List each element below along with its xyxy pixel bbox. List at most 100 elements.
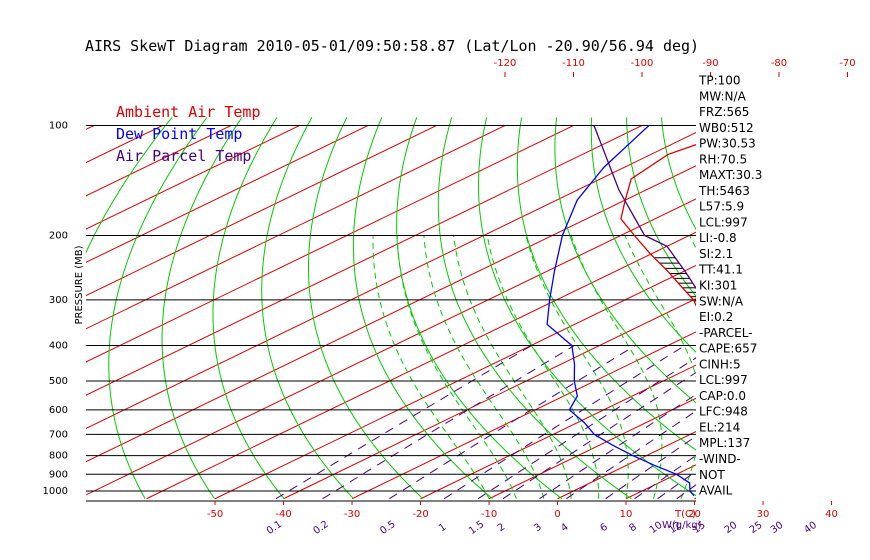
- mixing-ratio-line: [605, 435, 696, 500]
- legend: Ambient Air Temp Dew Point Temp Air Parc…: [116, 103, 261, 165]
- stability-index: WB0:512: [699, 121, 754, 135]
- mixing-ratio-unit-label: W(g/kg): [662, 520, 702, 531]
- stability-index: -PARCEL-: [699, 326, 753, 340]
- top-temp-tick-label: -120: [494, 58, 517, 69]
- legend-ambient-air-temp: Ambient Air Temp: [116, 103, 261, 121]
- top-temp-tick-label: -110: [562, 58, 585, 69]
- bottom-temp-tick-label: 30: [757, 509, 770, 520]
- dry-adiabat-line: [108, 117, 208, 499]
- mixing-ratio-line: [322, 345, 575, 500]
- stability-index: CAP:0.0: [699, 389, 746, 403]
- bottom-temp-tick-label: 40: [825, 509, 838, 520]
- isotherm-line: [86, 125, 643, 396]
- pressure-tick-label: 100: [49, 121, 68, 132]
- dry-adiabat-line: [661, 117, 696, 231]
- stability-index: SW:N/A: [699, 294, 744, 308]
- moist-adiabat-line: [790, 236, 870, 499]
- moist-adiabat-line: [763, 236, 865, 499]
- dry-adiabat-line: [261, 117, 354, 500]
- stability-index: KI:301: [699, 279, 737, 293]
- isotherm-lines: [86, 125, 870, 500]
- stability-index: CINH:5: [699, 357, 741, 371]
- bottom-temp-tick-label: 10: [620, 509, 633, 520]
- mixing-ratio-line: [566, 410, 696, 500]
- mixing-ratio-label: 1.5: [467, 519, 486, 537]
- mixing-ratio-line: [389, 345, 636, 500]
- dry-adiabat-line: [801, 117, 870, 498]
- isotherm-line: [86, 125, 300, 230]
- stability-index: EI:0.2: [699, 310, 733, 324]
- stability-index: -WIND-: [699, 452, 741, 466]
- mixing-ratio-line: [733, 346, 870, 499]
- mixing-ratio-label: 2: [496, 522, 508, 535]
- legend-air-parcel-temp: Air Parcel Temp: [116, 147, 251, 165]
- pressure-grid-lines: [86, 125, 696, 492]
- mixing-ratio-label: 3: [532, 522, 544, 535]
- mixing-ratio-label: 8: [627, 522, 639, 535]
- isotherm-line: [86, 165, 696, 463]
- mixing-ratio-label: 0.1: [265, 519, 284, 537]
- dry-adiabat-line: [516, 117, 696, 451]
- isotherm-line: [86, 125, 437, 297]
- isotherm-line: [86, 125, 369, 263]
- dry-adiabat-line: [86, 117, 173, 254]
- mixing-ratio-label: 30: [769, 520, 786, 536]
- isotherm-line: [214, 264, 696, 500]
- ambient-temp-line: [620, 144, 696, 307]
- stability-index: TT:41.1: [698, 263, 743, 277]
- stability-index: NOT: [699, 468, 725, 482]
- isotherm-line: [146, 231, 696, 500]
- mixing-ratio-line: [758, 346, 870, 499]
- isotherm-line: [557, 431, 696, 500]
- top-temp-tick-label: -70: [839, 58, 855, 69]
- isotherm-line: [283, 298, 696, 500]
- isotherm-line: [351, 331, 696, 500]
- mixing-ratio-line: [812, 346, 870, 499]
- pressure-tick-label: 700: [49, 429, 68, 440]
- stability-index: TH:5463: [698, 184, 750, 198]
- mixing-ratio-line: [443, 345, 685, 500]
- moist-adiabat-line: [486, 235, 600, 499]
- mixing-ratio-label: 40: [802, 520, 819, 536]
- mixing-ratio-label: 0.2: [312, 519, 331, 537]
- mixing-ratio-line: [275, 345, 532, 500]
- temp-unit-label: T(C): [674, 509, 696, 520]
- bottom-temp-tick-label: -40: [275, 509, 291, 520]
- isotherm-line: [86, 125, 232, 197]
- isotherm-line: [86, 131, 696, 429]
- isotherm-line: [488, 397, 696, 500]
- pressure-tick-label: 1000: [43, 486, 68, 497]
- pressure-tick-label: 600: [49, 405, 68, 416]
- isotherm-line: [832, 126, 870, 499]
- mixing-ratio-lines: [275, 345, 870, 500]
- stability-index: AVAIL: [699, 484, 733, 498]
- stability-index: LFC:948: [699, 405, 748, 419]
- pressure-tick-label: 200: [49, 231, 68, 242]
- dry-adiabat-line: [352, 117, 493, 500]
- cape-hatching: [654, 257, 696, 306]
- dry-adiabat-line: [308, 117, 424, 500]
- bottom-temp-tick-label: -50: [207, 509, 223, 520]
- bottom-temp-tick-label: -20: [412, 509, 428, 520]
- mixing-ratio-label: 0.5: [378, 519, 397, 537]
- legend-dew-point-temp: Dew Point Temp: [116, 125, 242, 143]
- stability-index: MW:N/A: [699, 89, 747, 103]
- moist-adiabat-line: [453, 235, 572, 499]
- parcel-line: [593, 125, 696, 290]
- isotherm-line: [86, 198, 696, 496]
- bottom-temp-tick-label: -10: [481, 509, 497, 520]
- stability-index: MPL:137: [699, 436, 750, 450]
- moist-adiabat-line: [736, 236, 801, 499]
- stability-index: LI:-0.8: [699, 231, 737, 245]
- stability-index: FRZ:565: [699, 105, 749, 119]
- dry-adiabat-line: [478, 117, 696, 497]
- stability-index: LCL:997: [699, 373, 748, 387]
- mixing-ratio-label: 1: [437, 522, 449, 535]
- dry-adiabat-line: [396, 117, 563, 500]
- bottom-temp-tick-label: -30: [344, 509, 360, 520]
- mixing-ratio-label: 6: [598, 522, 610, 535]
- stability-index: SI:2.1: [699, 247, 733, 261]
- top-temp-tick-label: -90: [702, 58, 718, 69]
